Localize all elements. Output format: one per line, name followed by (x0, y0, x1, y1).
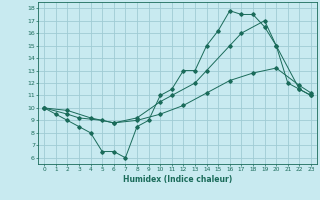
X-axis label: Humidex (Indice chaleur): Humidex (Indice chaleur) (123, 175, 232, 184)
